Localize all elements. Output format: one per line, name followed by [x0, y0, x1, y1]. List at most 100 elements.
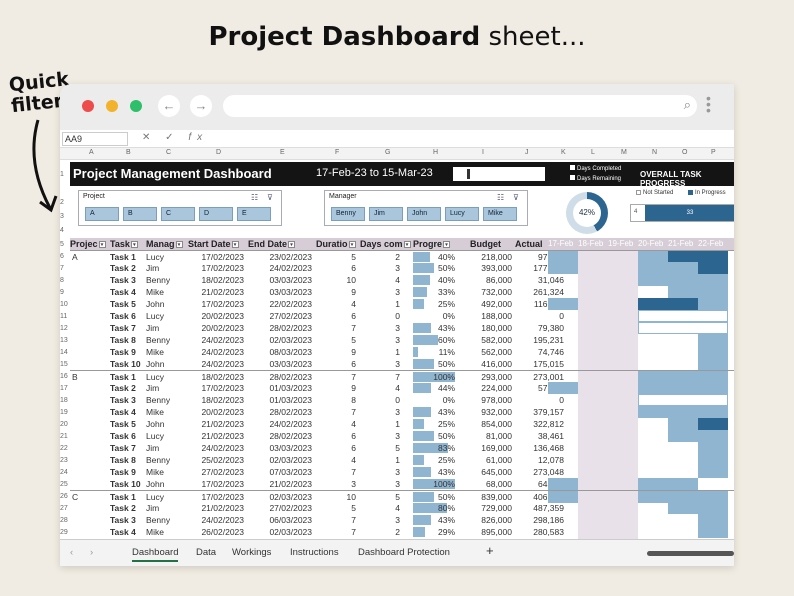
close-dot-icon[interactable]: [82, 100, 94, 112]
forward-arrow-icon[interactable]: →: [190, 95, 212, 117]
table-row[interactable]: Task 3 Benny 18/02/2023 01/03/2023 8 0 0% 978,0…: [70, 394, 734, 406]
row-header[interactable]: 6: [60, 253, 64, 260]
project-slicer-item[interactable]: B: [123, 207, 157, 221]
row-header[interactable]: 15: [60, 361, 68, 368]
tab-instructions[interactable]: Instructions: [290, 547, 339, 558]
row-header[interactable]: 3: [60, 213, 64, 220]
row-header[interactable]: 17: [60, 385, 68, 392]
back-arrow-icon[interactable]: ←: [158, 95, 180, 117]
row-header[interactable]: 7: [60, 265, 64, 272]
header-4[interactable]: End Date ▾: [248, 239, 296, 249]
header-9[interactable]: Actual: [515, 239, 543, 249]
row-header[interactable]: 18: [60, 397, 68, 404]
row-header[interactable]: 24: [60, 469, 68, 476]
row-header[interactable]: 27: [60, 505, 68, 512]
add-sheet-button[interactable]: +: [486, 543, 494, 558]
row-header[interactable]: 12: [60, 325, 68, 332]
row-header[interactable]: 25: [60, 481, 68, 488]
table-row[interactable]: Task 6 Lucy 20/02/2023 27/02/2023 6 0 0% 188,00…: [70, 310, 734, 322]
table-row[interactable]: Task 2 Jim 17/02/2023 01/03/2023 9 4 44% 224,00…: [70, 382, 734, 394]
minimize-dot-icon[interactable]: [106, 100, 118, 112]
column-header-j[interactable]: J: [525, 149, 529, 156]
row-header[interactable]: 21: [60, 433, 68, 440]
manager-slicer-item[interactable]: Lucy: [445, 207, 479, 221]
column-header-l[interactable]: L: [591, 149, 595, 156]
table-row[interactable]: Task 4 Mike 20/02/2023 28/02/2023 7 3 43% 932,0…: [70, 406, 734, 418]
table-row[interactable]: Task 7 Jim 20/02/2023 28/02/2023 7 3 43% 180,00…: [70, 322, 734, 334]
table-row[interactable]: Task 9 Mike 27/02/2023 07/03/2023 7 3 43% 645,0…: [70, 466, 734, 478]
table-row[interactable]: Task 6 Lucy 21/02/2023 28/02/2023 6 3 50% 81,00…: [70, 430, 734, 442]
tab-data[interactable]: Data: [196, 547, 217, 558]
column-header-i[interactable]: I: [482, 149, 484, 156]
header-1[interactable]: Task ▾: [110, 239, 138, 249]
table-row[interactable]: Task 8 Benny 24/02/2023 02/03/2023 5 3 60% 582,…: [70, 334, 734, 346]
header-7[interactable]: Progre ▾: [413, 239, 451, 249]
row-header[interactable]: 23: [60, 457, 68, 464]
table-row[interactable]: Task 2 Jim 17/02/2023 24/02/2023 6 3 50% 393,00…: [70, 262, 734, 274]
table-row[interactable]: Task 3 Benny 18/02/2023 03/03/2023 10 4 40% 86,…: [70, 274, 734, 286]
table-row[interactable]: Task 8 Benny 25/02/2023 02/03/2023 4 1 25% 61,0…: [70, 454, 734, 466]
filter-dropdown-icon[interactable]: ▾: [231, 241, 239, 249]
table-row[interactable]: Task 10 John 24/02/2023 03/03/2023 6 3 50% 416,…: [70, 358, 734, 370]
column-header-p[interactable]: P: [711, 149, 716, 156]
manager-slicer-item[interactable]: John: [407, 207, 441, 221]
column-header-e[interactable]: E: [280, 149, 285, 156]
date-scrollbar[interactable]: [453, 167, 545, 181]
header-5[interactable]: Duratio ▾: [316, 239, 356, 249]
row-header[interactable]: 13: [60, 337, 68, 344]
column-header-f[interactable]: F: [335, 149, 340, 156]
header-0[interactable]: Projec ▾: [70, 239, 106, 249]
filter-dropdown-icon[interactable]: ▾: [175, 241, 183, 249]
table-row[interactable]: Task 7 Jim 24/02/2023 03/03/2023 6 5 83% 169,00…: [70, 442, 734, 454]
row-header[interactable]: 9: [60, 289, 64, 296]
clear-filter-icon[interactable]: ⊽: [267, 193, 273, 202]
table-row[interactable]: Task 10 John 17/02/2023 21/02/2023 3 3 100% 68,…: [70, 478, 734, 490]
horizontal-scrollbar[interactable]: [647, 551, 734, 556]
column-header-b[interactable]: B: [126, 149, 131, 156]
fx-icon[interactable]: fx: [188, 132, 209, 143]
cell-reference-box[interactable]: AA9: [62, 132, 128, 146]
table-row[interactable]: C Task 1 Lucy 17/02/2023 02/03/2023 10 5 50% 839…: [70, 490, 734, 503]
multiselect-icon[interactable]: ☷: [251, 193, 259, 202]
column-header-g[interactable]: G: [385, 149, 391, 156]
table-row[interactable]: Task 3 Benny 24/02/2023 06/03/2023 7 3 43% 826,…: [70, 514, 734, 526]
manager-slicer-item[interactable]: Benny: [331, 207, 365, 221]
row-header[interactable]: 5: [60, 241, 64, 248]
row-header[interactable]: 2: [60, 199, 64, 206]
row-header[interactable]: 16: [60, 373, 68, 380]
project-slicer-item[interactable]: E: [237, 207, 271, 221]
tab-dashboard[interactable]: Dashboard: [132, 547, 179, 562]
row-header[interactable]: 19: [60, 409, 68, 416]
filter-dropdown-icon[interactable]: ▾: [403, 241, 411, 249]
filter-dropdown-icon[interactable]: ▾: [288, 241, 296, 249]
table-row[interactable]: Task 4 Mike 21/02/2023 03/03/2023 9 3 33% 732,0…: [70, 286, 734, 298]
row-header[interactable]: 29: [60, 529, 68, 536]
column-header-d[interactable]: D: [216, 149, 222, 156]
filter-dropdown-icon[interactable]: ▾: [98, 241, 106, 249]
row-header[interactable]: 20: [60, 421, 68, 428]
row-header[interactable]: 11: [60, 313, 68, 320]
row-header[interactable]: 4: [60, 227, 64, 234]
prev-sheet-icon[interactable]: ‹: [70, 547, 74, 558]
table-row[interactable]: Task 5 John 21/02/2023 24/02/2023 4 1 25% 854,0…: [70, 418, 734, 430]
column-header-k[interactable]: K: [561, 149, 566, 156]
multiselect-icon[interactable]: ☷: [497, 193, 505, 202]
more-options-icon[interactable]: • • •: [706, 90, 711, 118]
project-slicer-item[interactable]: D: [199, 207, 233, 221]
filter-dropdown-icon[interactable]: ▾: [348, 241, 356, 249]
row-header[interactable]: 1: [60, 171, 64, 178]
column-header-o[interactable]: O: [682, 149, 688, 156]
table-row[interactable]: B Task 1 Lucy 18/02/2023 28/02/2023 7 7 100% 293…: [70, 370, 734, 383]
manager-slicer-item[interactable]: Mike: [483, 207, 517, 221]
row-header[interactable]: 14: [60, 349, 68, 356]
column-header-m[interactable]: M: [621, 149, 627, 156]
tab-dashboard-protection[interactable]: Dashboard Protection: [358, 547, 450, 558]
project-slicer-item[interactable]: C: [161, 207, 195, 221]
table-row[interactable]: A Task 1 Lucy 17/02/2023 23/02/2023 5 2 40% 218,…: [70, 250, 734, 263]
header-6[interactable]: Days com ▾: [360, 239, 411, 249]
column-header-a[interactable]: A: [89, 149, 94, 156]
filter-dropdown-icon[interactable]: ▾: [130, 241, 138, 249]
next-sheet-icon[interactable]: ›: [90, 547, 94, 558]
tab-workings[interactable]: Workings: [232, 547, 272, 558]
